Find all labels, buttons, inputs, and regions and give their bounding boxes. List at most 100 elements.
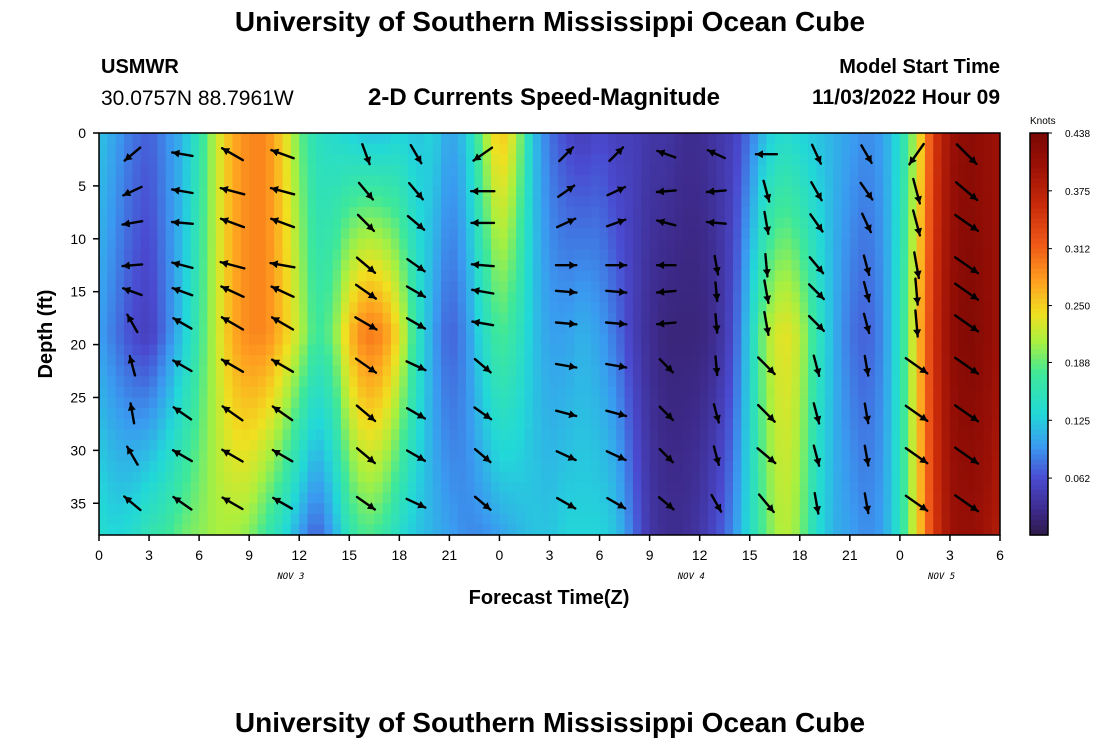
heatmap-cell [632,312,642,325]
heatmap-cell [791,344,801,356]
heatmap-cell [666,334,676,346]
heatmap-cell [265,281,275,293]
heatmap-cell [240,133,250,145]
heatmap-cell [124,281,133,293]
heatmap-cell [207,154,217,166]
heatmap-cell [708,513,717,526]
heatmap-cell [457,207,467,219]
heatmap-cell [582,482,592,494]
heatmap-cell [532,196,542,208]
heatmap-cell [607,185,617,198]
heatmap-cell [758,513,767,526]
heatmap-cell [290,238,300,250]
heatmap-cell [257,164,267,176]
heatmap-cell [240,355,250,367]
heatmap-cell [541,355,551,367]
heatmap-cell [566,344,576,356]
heatmap-cell [466,281,476,293]
heatmap-cell [791,524,801,535]
heatmap-cell [165,450,175,462]
heatmap-cell [407,386,417,399]
heatmap-cell [983,207,993,219]
heatmap-cell [282,460,292,473]
heatmap-cell [157,355,167,367]
heatmap-cell [332,154,342,166]
heatmap-cell [524,133,534,145]
heatmap-cell [207,334,217,346]
heatmap-cell [783,365,793,377]
heatmap-cell [474,302,484,314]
current-arrow [954,181,979,202]
heatmap-cell [457,334,467,346]
heatmap-cell [124,439,133,451]
heatmap-cell [974,323,984,335]
heatmap-cell [315,228,325,240]
heatmap-cell [382,513,392,526]
heatmap-cell [891,281,901,293]
heatmap-cell [632,503,642,515]
heatmap-cell [858,460,868,473]
heatmap-cell [516,418,526,430]
heatmap-cell [265,238,275,250]
heatmap-cell [457,460,467,473]
heatmap-cell [507,492,517,504]
heatmap-cell [549,513,559,526]
heatmap-cell [416,175,425,187]
colorbar-tick-label: 0.438 [1065,129,1090,140]
heatmap-cell [574,238,584,250]
heatmap-cell [774,513,784,526]
heatmap-cell [224,450,234,462]
heatmap-cell [674,503,684,515]
heatmap-cell [374,238,384,250]
heatmap-cell [632,471,642,483]
heatmap-cell [699,460,709,473]
heatmap-cell [332,291,342,303]
heatmap-cell [390,408,400,420]
heatmap-cell [132,513,142,526]
heatmap-cell [382,365,392,377]
heatmap-cell [182,355,192,367]
heatmap-cell [357,217,367,229]
heatmap-cell [607,365,617,377]
heatmap-cell [866,228,876,240]
current-arrow [172,317,193,330]
heatmap-cell [232,397,242,409]
heatmap-cell [799,154,809,166]
heatmap-cell [407,238,417,250]
heatmap-cell [582,196,592,208]
heatmap-cell [824,196,834,208]
heatmap-cell [682,334,692,346]
heatmap-cell [799,249,809,261]
heatmap-cell [624,312,634,325]
current-arrow [355,404,377,423]
heatmap-cell [666,312,676,325]
heatmap-cell [199,196,209,208]
heatmap-cell [357,471,367,483]
heatmap-cell [708,281,717,293]
heatmap-cell [524,365,534,377]
heatmap-cell [507,460,517,473]
heatmap-cell [783,429,793,441]
heatmap-cell [349,312,359,325]
heatmap-cell [724,408,734,420]
heatmap-cell [933,524,943,535]
colorbar-segment [1030,354,1048,360]
heatmap-cell [791,249,801,261]
heatmap-cell [641,503,651,515]
heatmap-cell [566,196,576,208]
heatmap-cell [933,323,943,335]
heatmap-cell [908,143,918,155]
current-arrow [473,495,492,511]
heatmap-cell [599,397,609,409]
heatmap-cell [966,238,976,250]
heatmap-cell [649,408,659,420]
heatmap-cell [582,238,592,250]
heatmap-cell [733,503,742,515]
heatmap-cell [99,513,108,526]
heatmap-cell [791,503,801,515]
heatmap-cell [99,291,108,303]
heatmap-cell [916,513,926,526]
heatmap-cell [974,312,984,325]
heatmap-cell [332,270,342,282]
heatmap-cell [249,228,259,240]
